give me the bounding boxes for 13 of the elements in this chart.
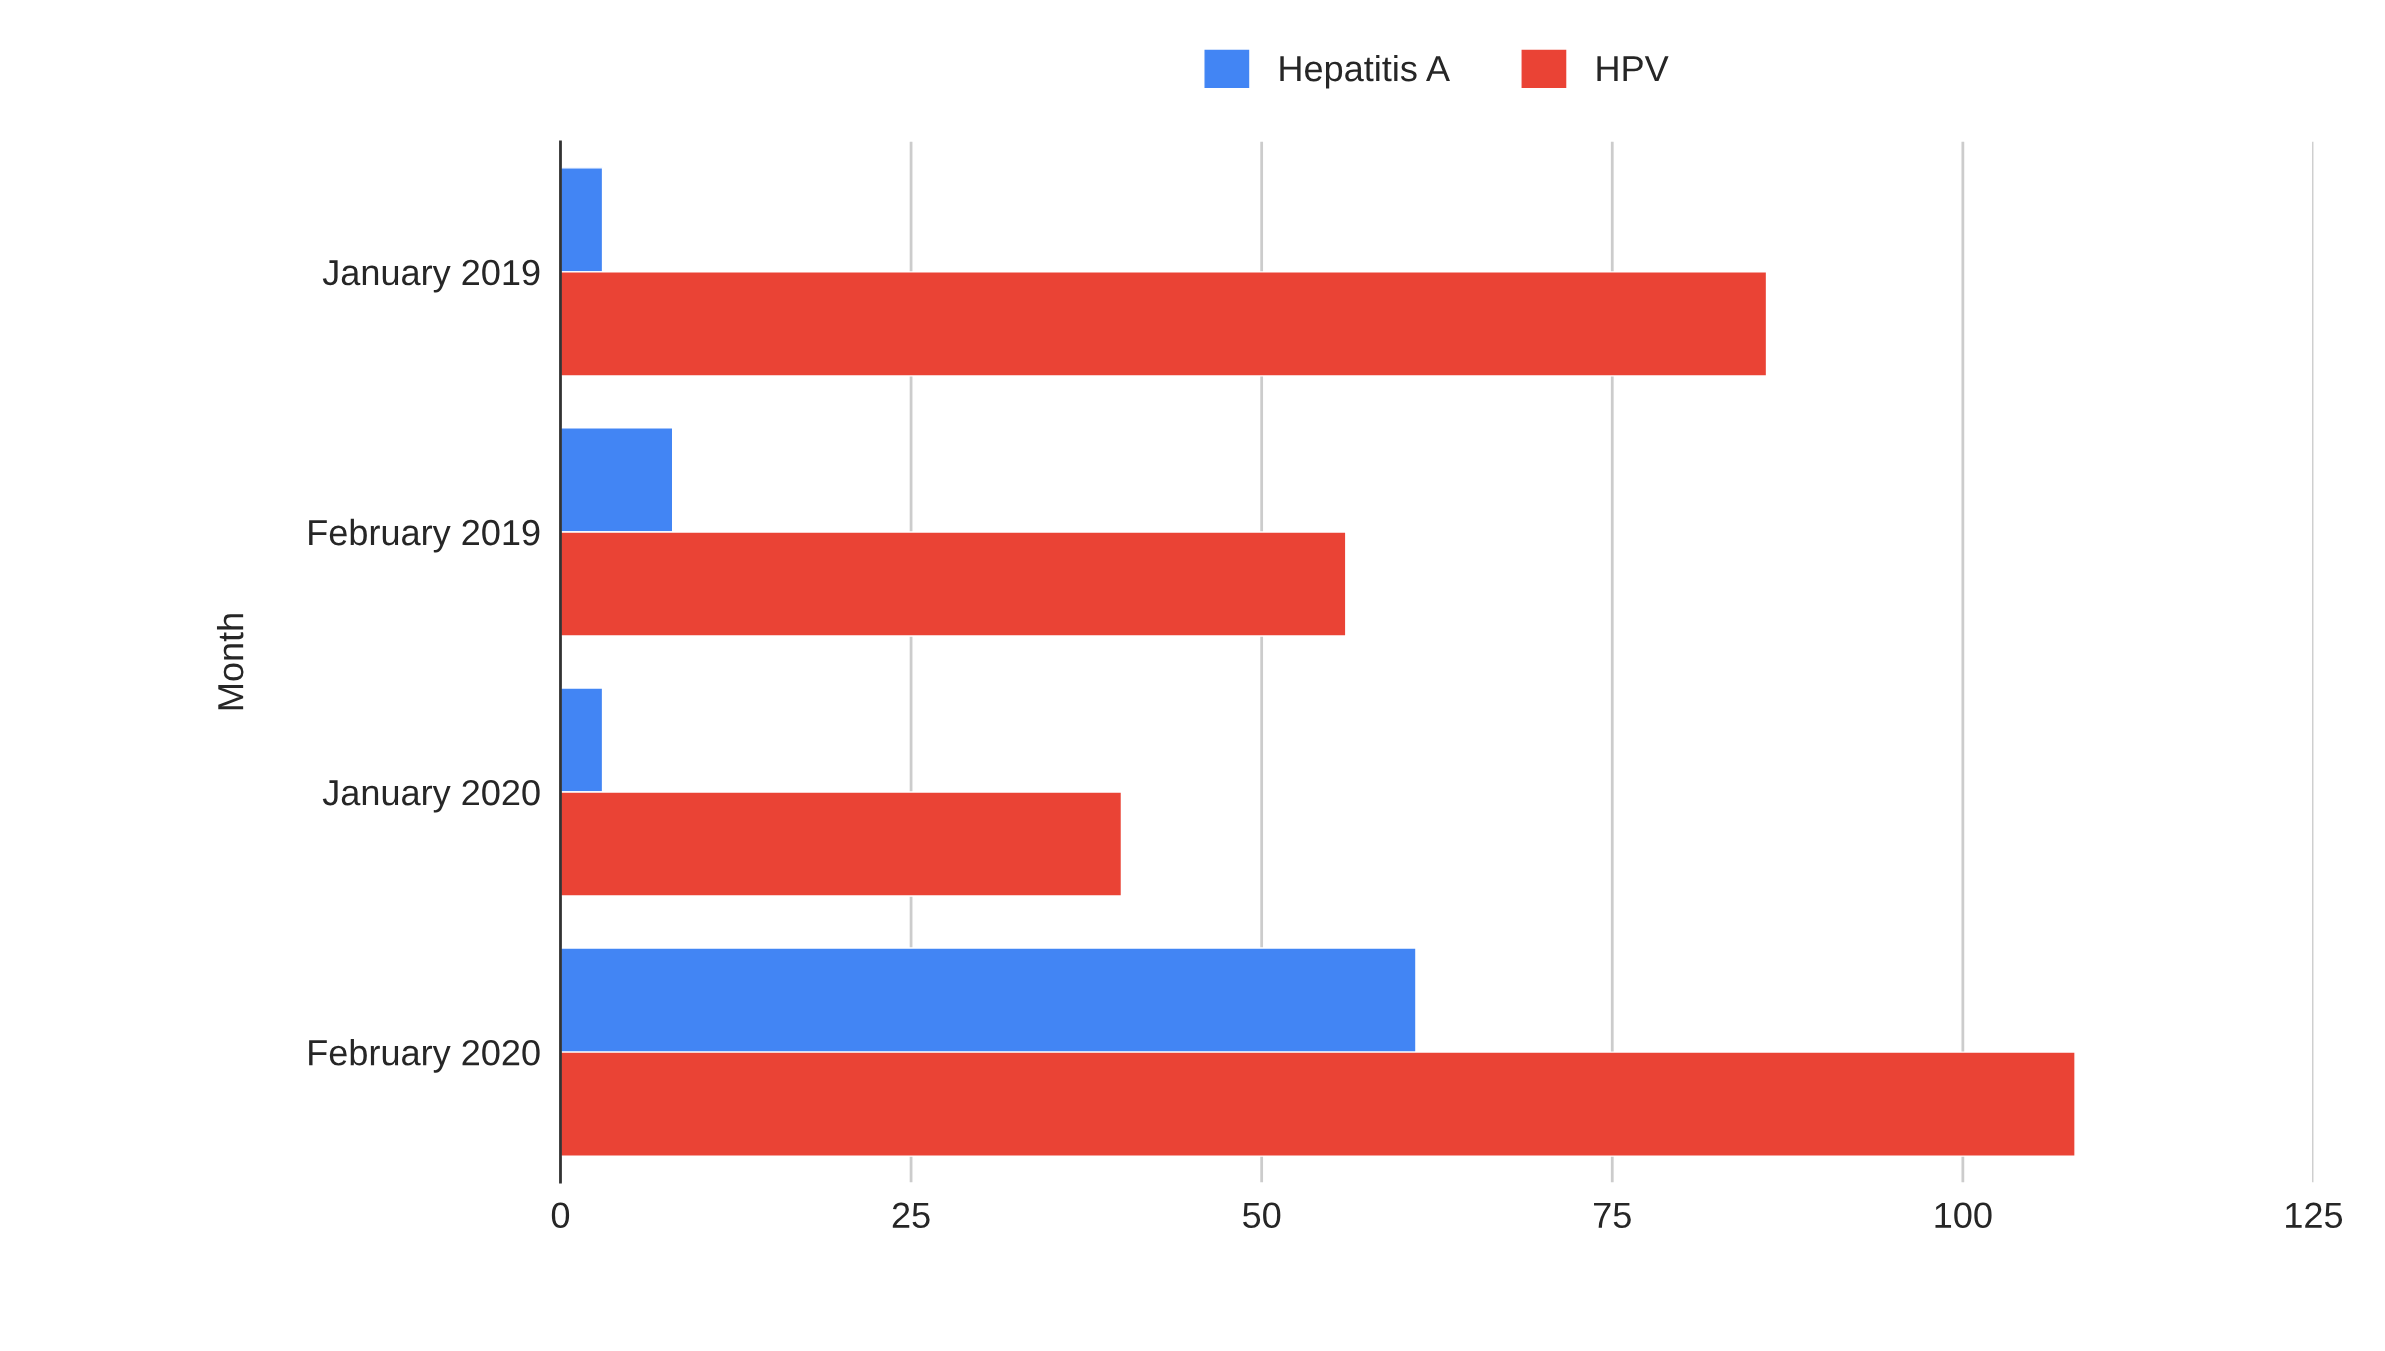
legend-label: HPV (1597, 56, 1669, 82)
x-tick-label: 0 (551, 1202, 570, 1229)
legend-label: Hepatitis A (1280, 54, 1450, 89)
y-axis-title: Month (216, 614, 244, 710)
y-tick-label: January 2019 (322, 259, 540, 293)
x-tick-label: 50 (1243, 1202, 1281, 1229)
x-tick-label: 100 (1935, 1202, 1992, 1229)
y-tick-label: February 2019 (309, 518, 540, 553)
y-tick-label: February 2020 (309, 1039, 540, 1073)
x-tick-label: 75 (1594, 1202, 1631, 1229)
x-tick-label: 25 (892, 1202, 930, 1229)
x-tick-label: 125 (2286, 1202, 2343, 1229)
y-tick-label: January 2020 (322, 779, 540, 813)
